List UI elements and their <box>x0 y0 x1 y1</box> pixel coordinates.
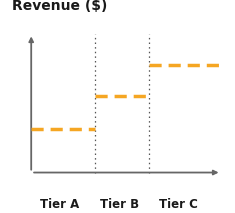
Text: Tier C: Tier C <box>159 198 198 211</box>
Text: Revenue ($): Revenue ($) <box>12 0 107 13</box>
Text: Tier A: Tier A <box>40 198 79 211</box>
Text: Tier B: Tier B <box>100 198 139 211</box>
